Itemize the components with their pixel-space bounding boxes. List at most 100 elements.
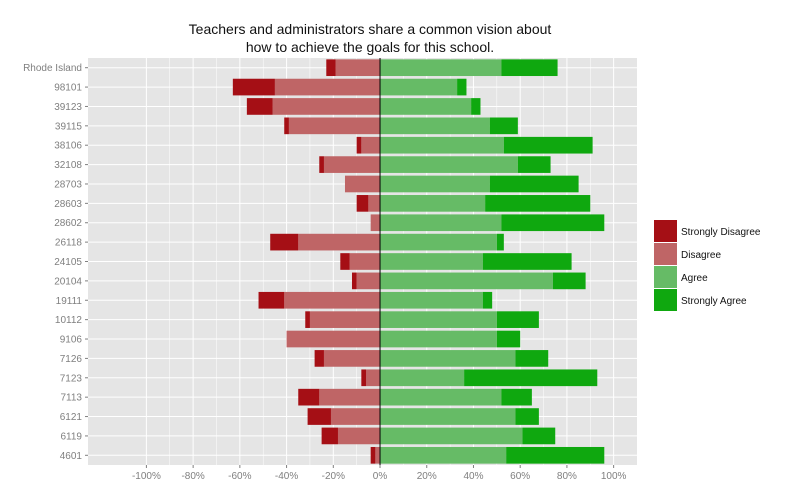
bar-98101-disagree — [274, 78, 381, 96]
bar-28602-agree — [380, 214, 502, 232]
legend-key-disagree — [654, 243, 677, 265]
bar-20104-strongly-agree — [552, 272, 586, 290]
bar-39115-disagree — [288, 117, 381, 135]
bar-26118-strongly-agree — [496, 233, 504, 251]
legend-label-agree: Agree — [681, 273, 708, 284]
bar-20104-strongly-disagree — [351, 272, 357, 290]
bar-7126-disagree — [323, 350, 381, 367]
bar-7123-strongly-agree — [464, 369, 598, 387]
bar-6121-agree — [380, 408, 516, 425]
bar-28602-strongly-agree — [501, 214, 605, 232]
x-tick-label: -100% — [132, 471, 161, 482]
y-tick-label: 39115 — [55, 121, 83, 132]
y-tick-label: 9106 — [60, 335, 83, 346]
bar-39115-strongly-agree — [489, 117, 518, 135]
legend-label-strongly-agree: Strongly Agree — [681, 296, 747, 307]
bar-32108-disagree — [323, 156, 381, 173]
chart-title-line-1: Teachers and administrators share a comm… — [188, 21, 552, 37]
y-tick-label: 19111 — [56, 296, 83, 307]
bar-24105-disagree — [349, 253, 381, 270]
bar-6119-disagree — [337, 427, 381, 445]
x-tick-label: 80% — [557, 471, 577, 482]
chart-title-line-2: how to achieve the goals for this school… — [245, 39, 495, 55]
bar-7123-agree — [380, 369, 465, 387]
bar-19111-strongly-agree — [482, 291, 493, 309]
x-tick-label: 0% — [373, 471, 388, 482]
bar-28603-strongly-agree — [485, 195, 591, 212]
y-tick-label: 38106 — [54, 141, 82, 152]
bar-28703-strongly-agree — [489, 175, 579, 193]
bar-98101-agree — [380, 78, 458, 96]
bar-32108-agree — [380, 156, 518, 173]
x-tick-label: -60% — [228, 471, 251, 482]
bar-10112-strongly-agree — [496, 311, 539, 328]
x-axis: -100% -80% -60% -40% -20% 0% 20% 40% 60% 80% 100% — [132, 465, 627, 482]
bar-7113-agree — [380, 388, 502, 406]
bar-26118-disagree — [298, 233, 381, 251]
bar-39123-disagree — [272, 98, 381, 115]
bar-rhode-island-agree — [380, 59, 502, 77]
bar-6119-agree — [380, 427, 523, 445]
y-tick-label: 4601 — [60, 451, 83, 462]
bar-4601-disagree — [375, 446, 381, 464]
bars — [232, 59, 605, 464]
y-tick-label: 28602 — [54, 218, 82, 229]
legend-label-disagree: Disagree — [681, 250, 721, 261]
bar-98101-strongly-disagree — [232, 78, 275, 96]
bar-19111-strongly-disagree — [258, 291, 285, 309]
y-tick-label: 7113 — [60, 393, 82, 404]
y-tick-label: 10112 — [55, 315, 83, 326]
y-tick-label: 24105 — [54, 257, 82, 268]
x-tick-label: -40% — [275, 471, 298, 482]
bar-28602-disagree — [370, 214, 381, 232]
bar-28603-agree — [380, 195, 486, 212]
bar-7126-strongly-agree — [515, 350, 549, 367]
bar-6121-strongly-disagree — [307, 408, 331, 425]
y-tick-label: 6121 — [60, 412, 83, 423]
bar-9106-agree — [380, 330, 497, 348]
bar-26118-agree — [380, 233, 497, 251]
bar-38106-strongly-disagree — [356, 136, 362, 154]
bar-7113-strongly-agree — [501, 388, 532, 406]
bar-7123-strongly-disagree — [361, 369, 367, 387]
legend-label-strongly-disagree: Strongly Disagree — [681, 227, 761, 238]
bar-26118-strongly-disagree — [270, 233, 299, 251]
legend-key-strongly-agree — [654, 289, 677, 311]
x-tick-label: -80% — [181, 471, 204, 482]
bar-rhode-island-disagree — [335, 59, 381, 77]
chart-title: Teachers and administrators share a comm… — [0, 20, 740, 56]
bar-9106-disagree — [286, 330, 381, 348]
bar-7113-disagree — [319, 388, 381, 406]
bar-10112-agree — [380, 311, 497, 328]
y-tick-label: 7126 — [60, 354, 83, 365]
x-tick-label: 100% — [601, 471, 627, 482]
bar-10112-strongly-disagree — [305, 311, 310, 328]
bar-32108-strongly-agree — [517, 156, 551, 173]
bar-28603-strongly-disagree — [356, 195, 369, 212]
bar-38106-strongly-agree — [503, 136, 593, 154]
bar-38106-agree — [380, 136, 504, 154]
bar-38106-disagree — [361, 136, 381, 154]
legend: Strongly Disagree Disagree Agree Strongly A… — [654, 220, 761, 311]
bar-28703-agree — [380, 175, 490, 193]
y-tick-label: 32108 — [54, 160, 82, 171]
bar-6121-strongly-agree — [515, 408, 539, 425]
bar-9106-strongly-agree — [496, 330, 521, 348]
bar-6119-strongly-disagree — [321, 427, 338, 445]
bar-39123-strongly-agree — [471, 98, 481, 115]
y-tick-label: 7123 — [60, 373, 83, 384]
bar-19111-disagree — [284, 291, 381, 309]
bar-rhode-island-strongly-disagree — [326, 59, 336, 77]
bar-6119-strongly-agree — [522, 427, 556, 445]
legend-key-agree — [654, 266, 677, 288]
bar-24105-strongly-disagree — [340, 253, 350, 270]
bar-39123-strongly-disagree — [246, 98, 273, 115]
bar-4601-agree — [380, 446, 507, 464]
y-tick-label: 26118 — [55, 238, 83, 249]
bar-39115-strongly-disagree — [284, 117, 289, 135]
bar-20104-agree — [380, 272, 553, 290]
bar-10112-disagree — [309, 311, 381, 328]
bar-32108-strongly-disagree — [319, 156, 324, 173]
y-tick-label: 28603 — [54, 199, 82, 210]
